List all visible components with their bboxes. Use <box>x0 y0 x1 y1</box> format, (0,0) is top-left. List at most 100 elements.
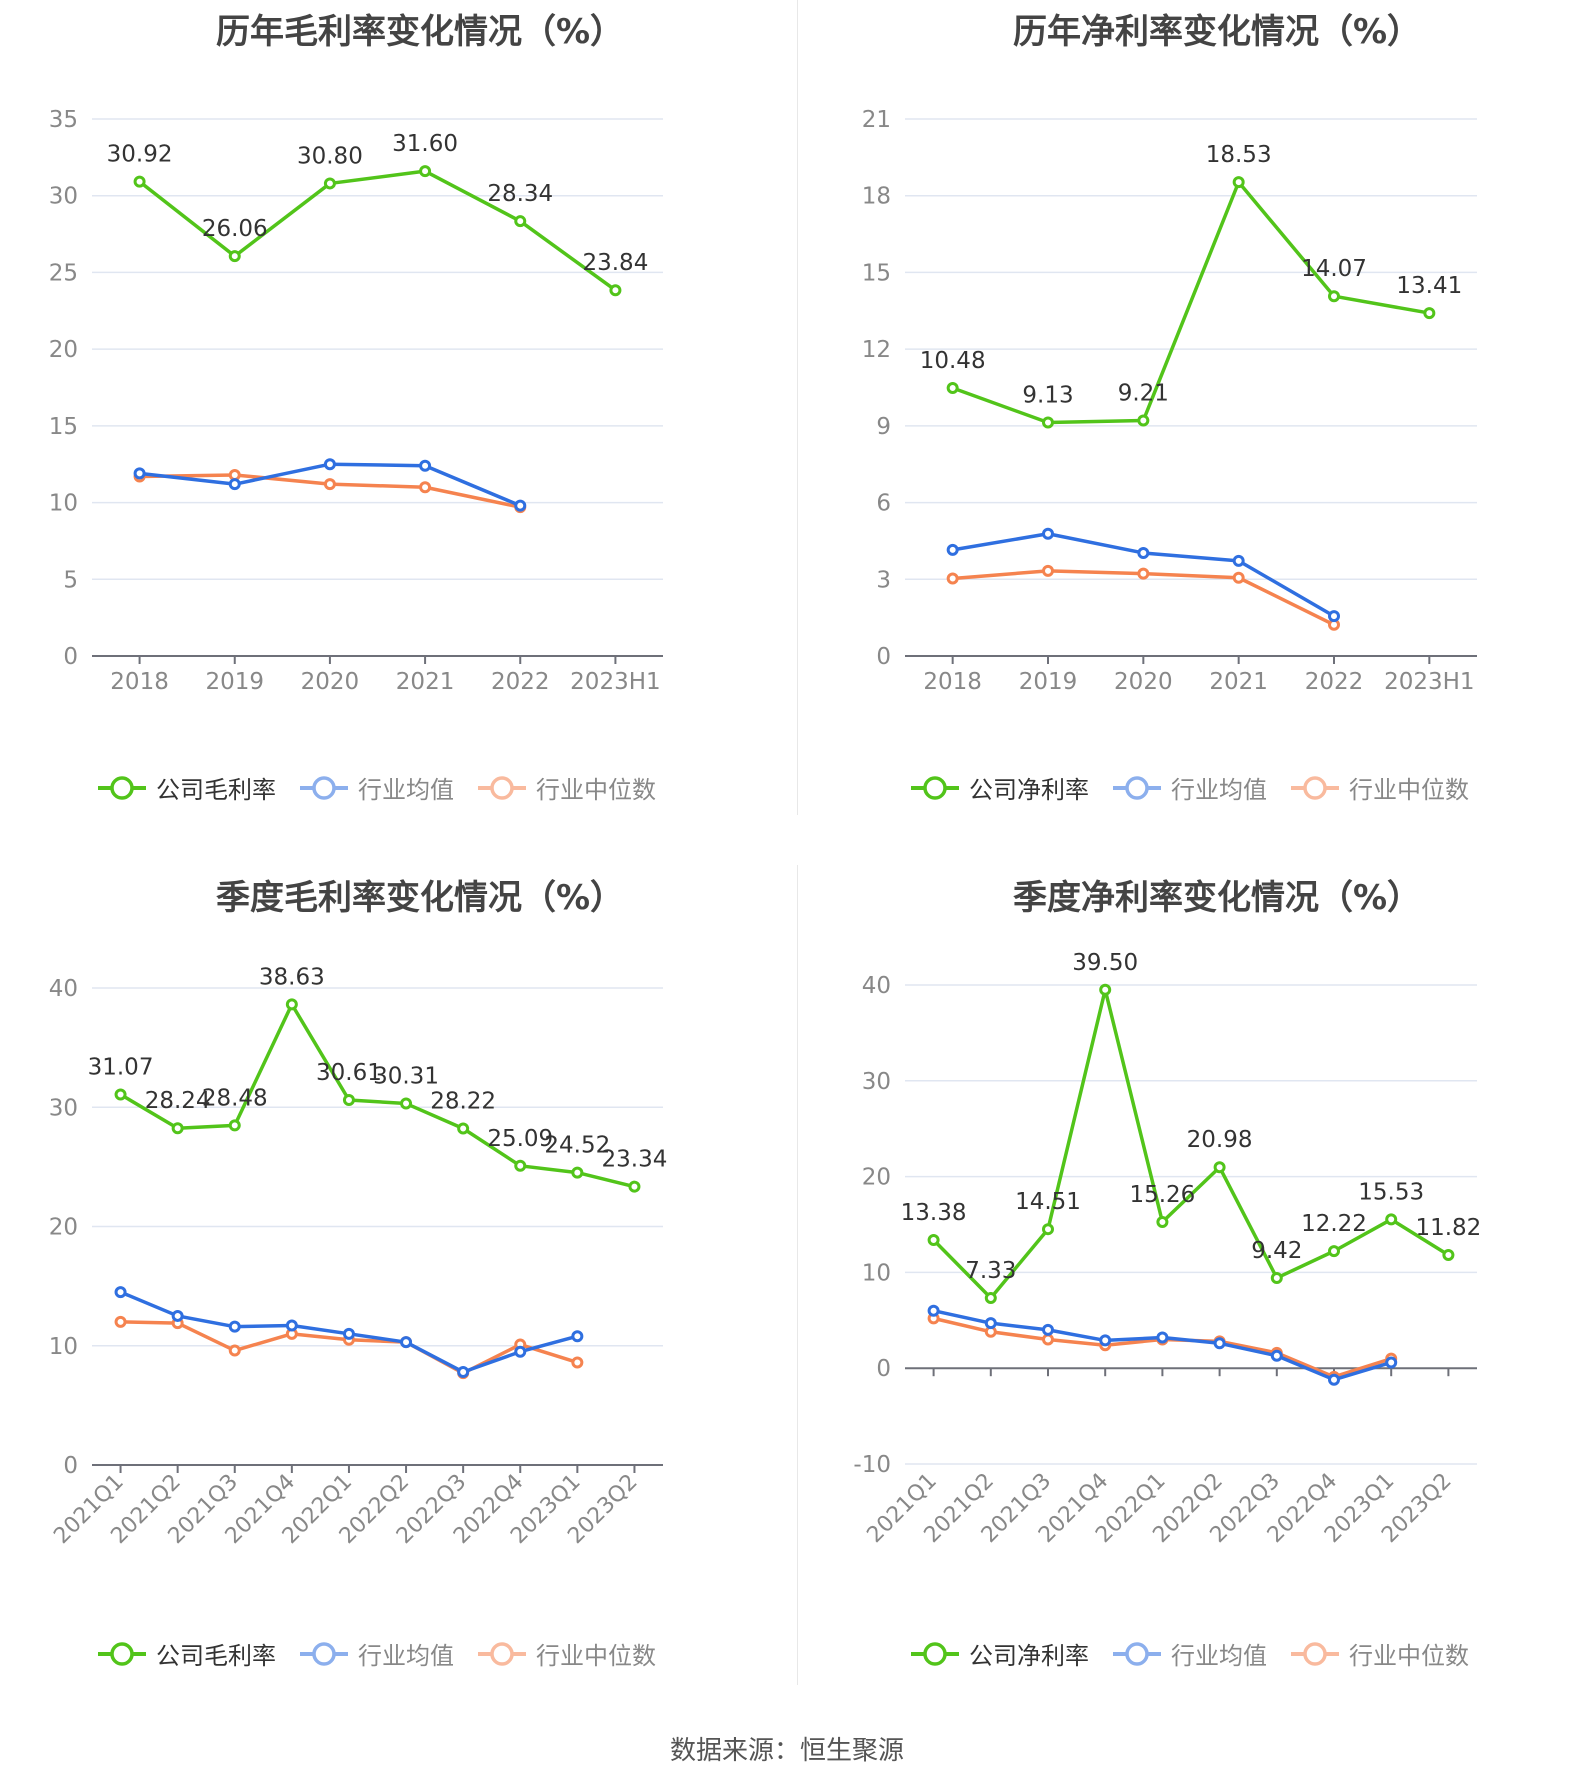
legend-marker-icon <box>98 775 146 800</box>
data-label: 23.84 <box>582 250 648 276</box>
y-tick-label: 30 <box>49 1095 78 1121</box>
data-label: 15.53 <box>1358 1179 1424 1205</box>
data-label: 39.50 <box>1072 950 1138 976</box>
data-point-company <box>114 1088 127 1101</box>
data-point-company <box>171 1122 184 1135</box>
data-point-company <box>628 1180 641 1193</box>
data-point-avg <box>1137 546 1150 559</box>
data-point-company <box>571 1166 584 1179</box>
data-label: 28.22 <box>430 1088 496 1114</box>
series-line-company <box>952 180 1430 425</box>
y-tick-label: 3 <box>876 567 891 593</box>
y-tick-label: -10 <box>853 1452 891 1478</box>
divider-bottom <box>797 865 798 1685</box>
data-point-company <box>1156 1216 1169 1229</box>
data-point-avg <box>1385 1356 1398 1369</box>
x-tick-label: 2020 <box>301 669 360 695</box>
legend-marker-icon <box>1113 1641 1161 1666</box>
data-point-company <box>1328 1245 1340 1258</box>
data-point-company <box>1137 414 1150 427</box>
legend[interactable]: 公司毛利率 行业均值 行业中位数 <box>96 1636 656 1671</box>
legend-item-company[interactable]: 公司净利率 <box>909 1636 1089 1671</box>
y-tick-label: 6 <box>876 491 891 517</box>
data-point-company <box>946 382 959 395</box>
data-point-avg <box>419 459 432 472</box>
y-tick-label: 0 <box>63 1453 78 1479</box>
data-label: 14.51 <box>1015 1189 1081 1215</box>
chart-svg: 0 3 6 9 12 15 18 21 2018 2019 2020 2021 2022 2023H1 10… <box>862 107 1477 695</box>
chart-svg: 0102030402021Q12021Q22021Q32021Q42022Q12… <box>49 964 668 1549</box>
data-point-company <box>927 1234 940 1247</box>
data-label: 20.98 <box>1187 1127 1253 1153</box>
data-point-avg <box>400 1336 413 1349</box>
data-point-avg <box>1232 554 1245 567</box>
x-tick-label: 2018 <box>923 669 982 695</box>
data-label: 30.80 <box>297 143 363 169</box>
legend-item-median[interactable]: 行业中位数 <box>1289 1636 1469 1671</box>
divider-top <box>797 0 798 815</box>
y-tick-label: 40 <box>862 973 891 999</box>
data-point-median <box>323 478 336 491</box>
data-point-avg <box>946 543 959 556</box>
data-point-avg <box>1270 1349 1283 1362</box>
legend-item-median[interactable]: 行业中位数 <box>476 770 656 805</box>
data-label: 14.07 <box>1301 256 1367 282</box>
legend-marker-icon <box>1291 775 1339 800</box>
legend-item-company[interactable]: 公司净利率 <box>909 770 1089 805</box>
data-label: 30.92 <box>107 142 173 168</box>
data-point-median <box>1232 571 1245 584</box>
legend-label: 公司毛利率 <box>156 1642 276 1670</box>
legend-marker-icon <box>300 775 348 800</box>
y-tick-label: 25 <box>49 260 78 286</box>
legend-item-avg[interactable]: 行业均值 <box>1111 1636 1267 1671</box>
data-point-avg <box>1042 527 1054 540</box>
data-label: 28.48 <box>202 1085 268 1111</box>
legend-item-median[interactable]: 行业中位数 <box>476 1636 656 1671</box>
y-tick-label: 15 <box>49 414 78 440</box>
series-line-company <box>932 988 1450 1300</box>
data-point-company <box>1042 1223 1054 1236</box>
chart-title: 历年毛利率变化情况（%） <box>215 12 625 52</box>
y-tick-label: 15 <box>862 260 891 286</box>
legend-item-avg[interactable]: 行业均值 <box>298 770 454 805</box>
data-point-company <box>609 284 622 297</box>
legend-item-median[interactable]: 行业中位数 <box>1289 770 1469 805</box>
legend-marker-icon <box>478 1641 526 1666</box>
legend[interactable]: 公司毛利率 行业均值 行业中位数 <box>96 770 656 805</box>
data-point-median <box>114 1315 127 1328</box>
data-label: 26.06 <box>202 216 268 242</box>
y-tick-label: 18 <box>862 184 891 210</box>
data-point-company <box>323 177 336 190</box>
data-point-company <box>133 175 146 188</box>
x-tick-label: 2019 <box>205 669 264 695</box>
chart-annual-gross-margin: 历年毛利率变化情况（%） 0 5 10 15 20 25 30 35 2018 2019 2020 2… <box>0 0 797 860</box>
data-point-avg <box>228 1320 241 1333</box>
y-tick-label: 0 <box>63 644 78 670</box>
data-label: 9.21 <box>1118 380 1169 406</box>
series-line-company <box>138 169 617 292</box>
legend[interactable]: 公司净利率 行业均值 行业中位数 <box>909 1636 1469 1671</box>
data-point-company <box>1423 307 1436 320</box>
x-tick-label: 2019 <box>1019 669 1078 695</box>
legend-item-company[interactable]: 公司毛利率 <box>96 1636 276 1671</box>
legend-item-avg[interactable]: 行业均值 <box>1111 770 1267 805</box>
data-label: 31.07 <box>88 1054 154 1080</box>
series-line-company <box>119 1002 635 1189</box>
data-point-avg <box>927 1304 940 1317</box>
data-point-avg <box>1099 1334 1112 1347</box>
data-point-company <box>1328 290 1340 303</box>
data-point-company <box>419 165 432 178</box>
legend-marker-icon <box>1113 775 1161 800</box>
legend-label: 公司毛利率 <box>156 776 276 804</box>
legend-label: 行业均值 <box>358 776 454 804</box>
data-label: 11.82 <box>1415 1215 1481 1241</box>
legend[interactable]: 公司净利率 行业均值 行业中位数 <box>909 770 1469 805</box>
data-point-median <box>1042 1333 1054 1346</box>
legend-label: 行业均值 <box>358 1642 454 1670</box>
data-point-avg <box>1328 610 1340 623</box>
legend-item-avg[interactable]: 行业均值 <box>298 1636 454 1671</box>
data-point-avg <box>1042 1323 1054 1336</box>
legend-item-company[interactable]: 公司毛利率 <box>96 770 276 805</box>
data-label: 13.38 <box>901 1200 967 1226</box>
legend-marker-icon <box>300 1641 348 1666</box>
